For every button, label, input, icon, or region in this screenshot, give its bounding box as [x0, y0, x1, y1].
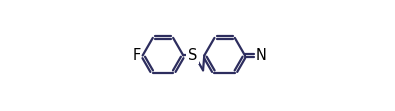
Text: S: S: [188, 48, 197, 63]
Text: F: F: [132, 48, 141, 63]
Text: N: N: [256, 48, 266, 63]
